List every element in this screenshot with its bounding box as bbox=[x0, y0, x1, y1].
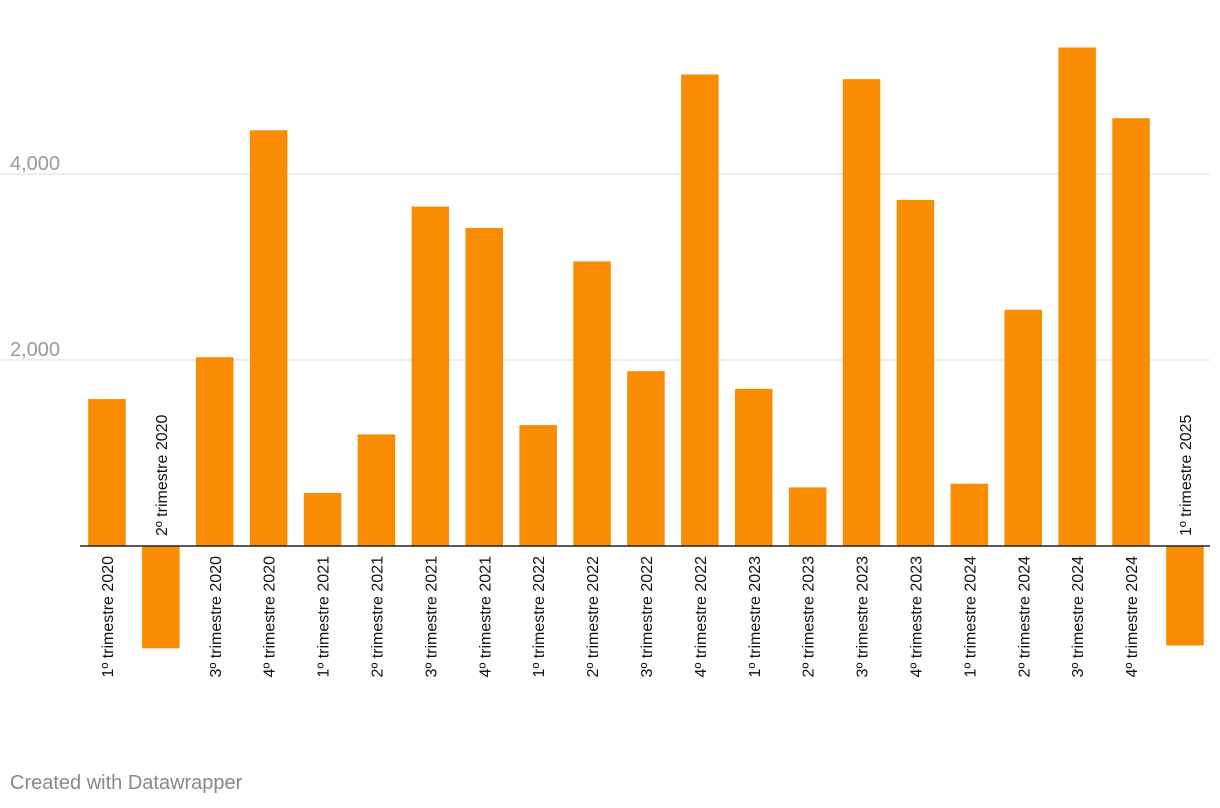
bar bbox=[303, 492, 342, 546]
x-tick-label: 2º trimestre 2023 bbox=[801, 556, 818, 678]
bar bbox=[249, 130, 288, 547]
x-tick-label: 4º trimestre 2022 bbox=[693, 556, 710, 678]
bar bbox=[950, 483, 989, 546]
x-tick-label: 2º trimestre 2022 bbox=[585, 556, 602, 678]
category-labels: 1º trimestre 2020 2º trimestre 2020 3º tri… bbox=[100, 414, 1195, 677]
bar bbox=[788, 487, 827, 546]
x-tick-label: 1º trimestre 2023 bbox=[747, 556, 764, 678]
bar bbox=[735, 388, 773, 546]
y-tick-label: 2,000 bbox=[10, 339, 60, 361]
bar-chart: 2,000 4,000 1º trimestre 2020 2º trimestre… bbox=[0, 47, 1210, 677]
x-tick-label: 4º trimestre 2021 bbox=[477, 556, 494, 678]
x-tick-label: 1º trimestre 2020 bbox=[100, 556, 117, 678]
footer-credit: Created with Datawrapper bbox=[10, 772, 243, 794]
x-tick-label: 3º trimestre 2023 bbox=[855, 556, 872, 678]
bar bbox=[88, 399, 126, 546]
x-tick-label: 1º trimestre 2024 bbox=[962, 556, 979, 678]
bar bbox=[842, 79, 881, 546]
bars bbox=[88, 47, 1204, 649]
bar bbox=[411, 206, 450, 547]
x-tick-label: 1º trimestre 2025 bbox=[1178, 414, 1195, 536]
x-tick-label: 2º trimestre 2021 bbox=[369, 556, 386, 678]
x-tick-label: 1º trimestre 2021 bbox=[316, 556, 333, 678]
x-tick-label: 4º trimestre 2024 bbox=[1124, 556, 1141, 678]
bar bbox=[519, 425, 557, 546]
bar bbox=[357, 434, 396, 546]
x-tick-label: 3º trimestre 2021 bbox=[423, 556, 440, 678]
x-tick-label: 4º trimestre 2023 bbox=[908, 556, 925, 678]
bar bbox=[573, 261, 611, 546]
x-tick-label: 4º trimestre 2020 bbox=[262, 556, 279, 678]
bar bbox=[1166, 546, 1204, 646]
bar bbox=[1004, 309, 1042, 546]
y-tick-label: 4,000 bbox=[10, 153, 60, 175]
bar bbox=[196, 357, 234, 546]
x-tick-label: 3º trimestre 2020 bbox=[208, 556, 225, 678]
bar bbox=[465, 227, 503, 546]
bar bbox=[896, 200, 935, 547]
x-tick-label: 3º trimestre 2024 bbox=[1070, 556, 1087, 678]
bar bbox=[142, 546, 180, 649]
x-tick-label: 2º trimestre 2024 bbox=[1016, 556, 1033, 678]
bar bbox=[1058, 47, 1096, 547]
x-tick-label: 1º trimestre 2022 bbox=[531, 556, 548, 678]
x-tick-label: 3º trimestre 2022 bbox=[639, 556, 656, 678]
x-tick-label: 2º trimestre 2020 bbox=[154, 414, 171, 536]
bar bbox=[1112, 118, 1150, 546]
bar bbox=[681, 74, 719, 547]
bar bbox=[627, 371, 665, 546]
